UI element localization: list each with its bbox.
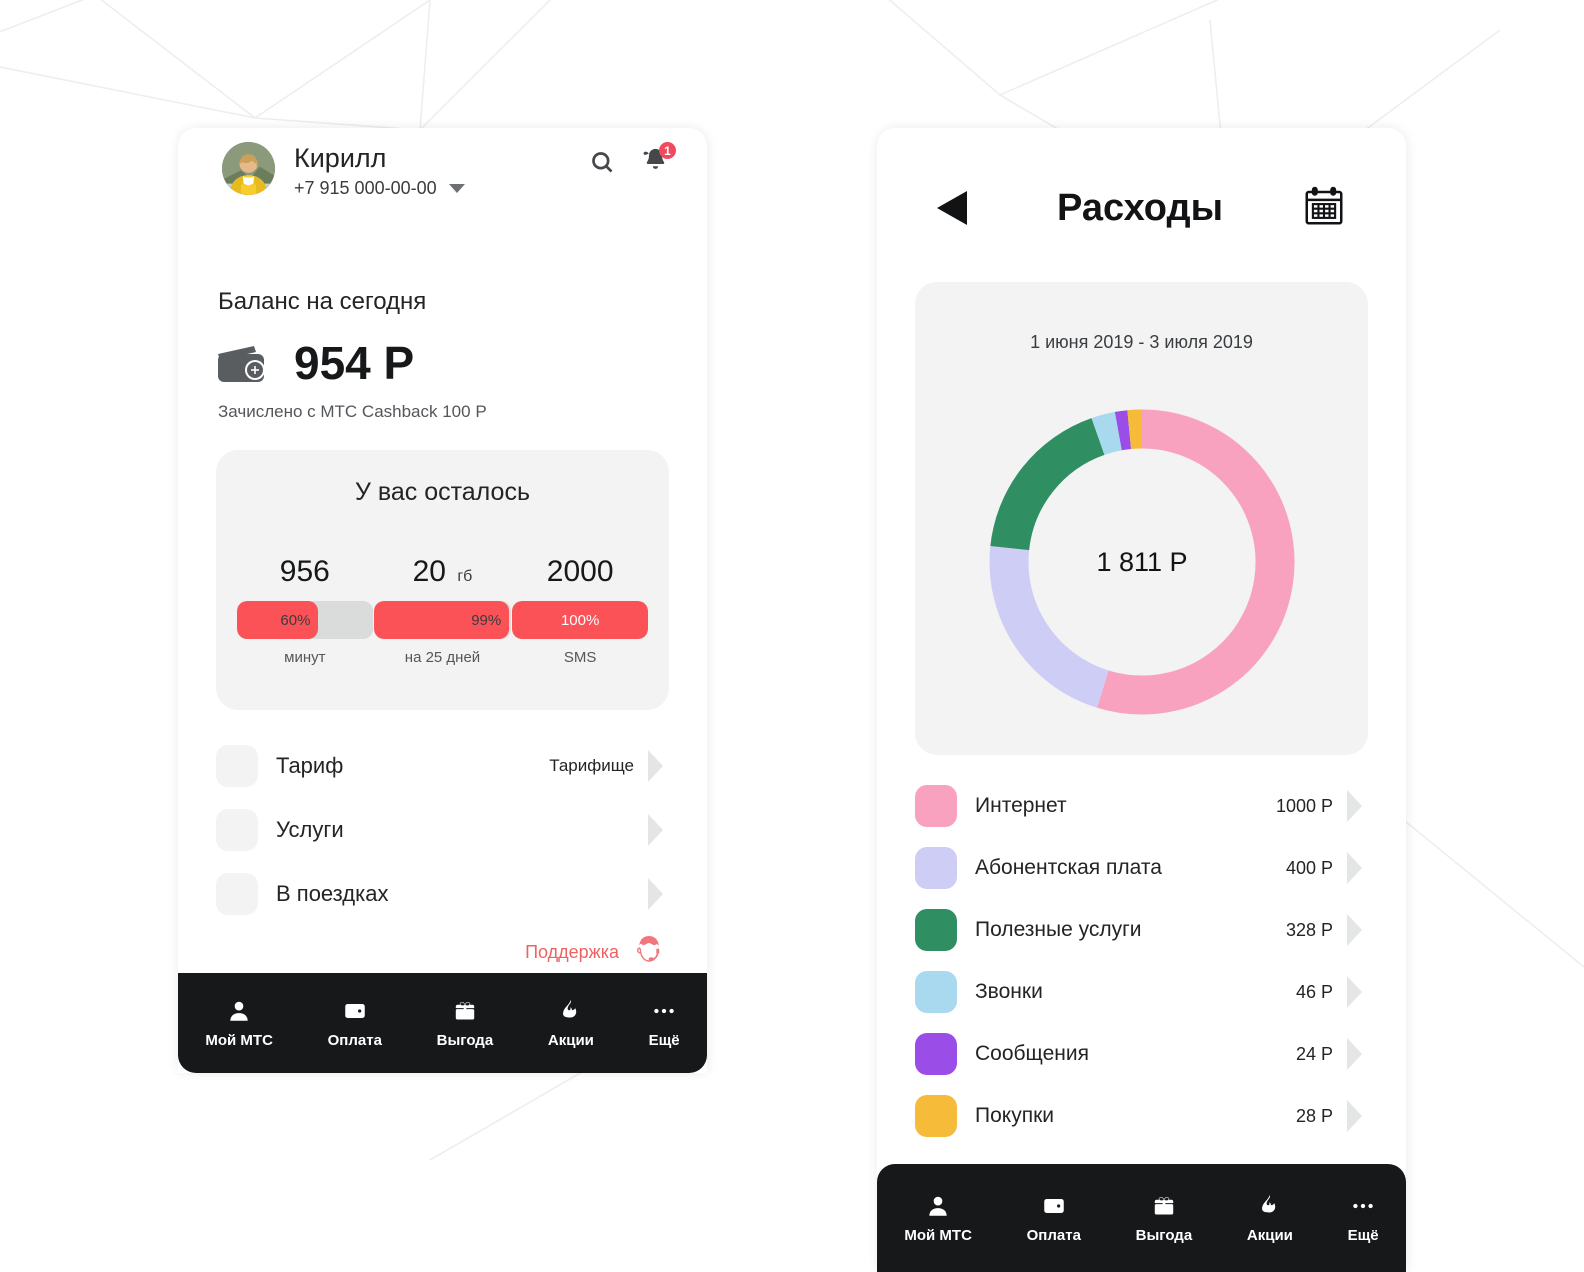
svg-text:1 811 Р: 1 811 Р [1096, 547, 1187, 577]
